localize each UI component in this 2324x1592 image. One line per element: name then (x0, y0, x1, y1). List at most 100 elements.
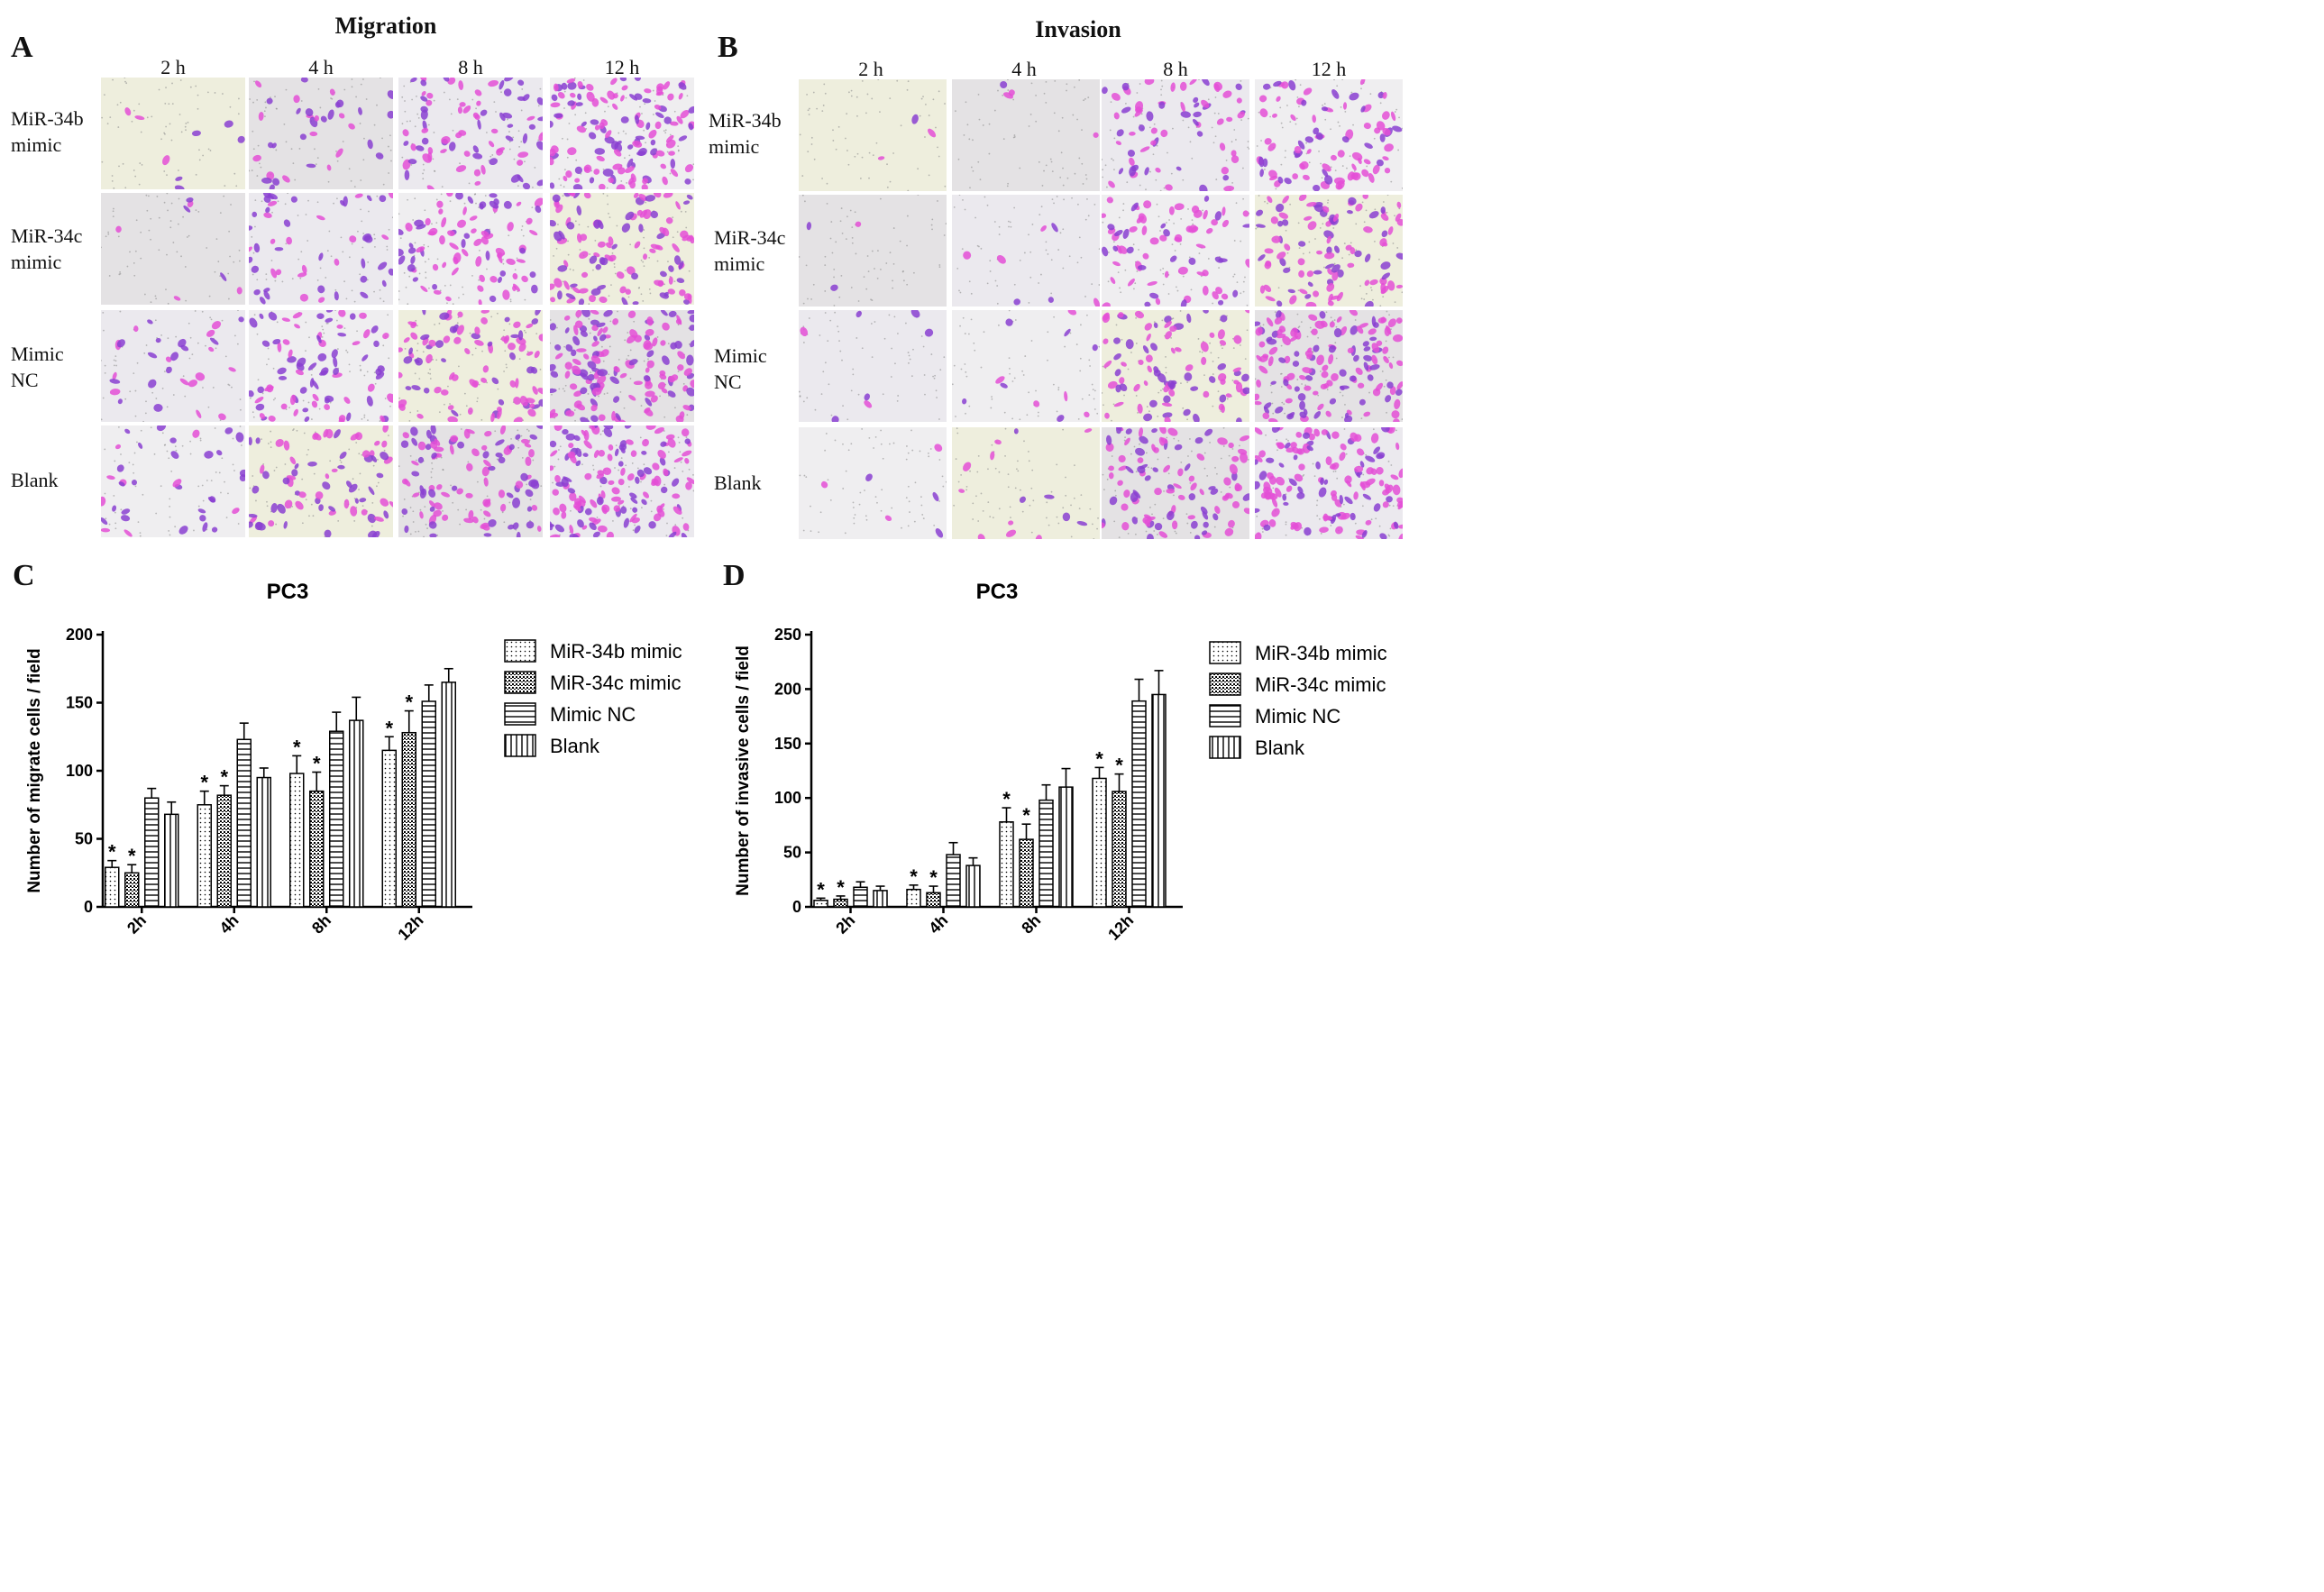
invasion-row-label-mir34c: MiR-34c mimic (714, 226, 786, 275)
invasion-micrograph-r4-c4 (1255, 427, 1403, 539)
invasion-bar-vlines-8h (1058, 786, 1074, 908)
migration-bar-hlines-12h (421, 700, 436, 908)
invasion-micrograph-r3-c1 (799, 310, 947, 422)
migration-legend-item: MiR-34b mimic (504, 639, 682, 663)
migration-micrograph-r2-c1 (101, 193, 245, 305)
migration-micrograph-r4-c2 (249, 425, 393, 537)
migration-significance-star: * (220, 766, 228, 789)
migration-legend-item: Blank (504, 734, 600, 757)
migration-error-bar (167, 801, 177, 815)
invasion-legend-item: MiR-34c mimic (1209, 672, 1386, 696)
migration-micrograph-r3-c1 (101, 310, 245, 422)
invasion-y-axis-label: Number of invasive cells / field (734, 645, 753, 896)
migration-error-bar (127, 864, 137, 874)
migration-col-4h: 4 h (308, 56, 334, 78)
migration-micrograph-r1-c4 (550, 78, 694, 189)
migration-error-bar (292, 755, 302, 774)
migration-row-label-mir34b: MiR-34b mimic (11, 107, 84, 156)
migration-bar-dense-8h (309, 790, 325, 908)
invasion-title: Invasion (1035, 16, 1121, 42)
invasion-x-tick-label: 4h (925, 911, 951, 938)
invasion-error-bar (1134, 678, 1144, 701)
migration-micrograph-r2-c4 (550, 193, 694, 305)
invasion-micrograph-r3-c2 (952, 310, 1100, 422)
invasion-row-label-mimic-nc: Mimic NC (714, 344, 767, 393)
migration-x-tick-label: 12h (394, 911, 426, 944)
invasion-micrograph-r3-c4 (1255, 310, 1403, 422)
migration-micrograph-r4-c3 (398, 425, 543, 537)
migration-micrograph-r4-c1 (101, 425, 245, 537)
migration-micrograph-r3-c4 (550, 310, 694, 422)
invasion-error-bar (875, 885, 885, 891)
invasion-axes (810, 631, 1183, 909)
migration-bar-dense-4h (216, 794, 232, 908)
migration-bar-dots-4h (197, 804, 212, 908)
migration-row-label-mir34c: MiR-34c mimic (11, 224, 83, 273)
invasion-bar-vlines-12h (1151, 693, 1167, 908)
invasion-micrograph-r2-c1 (799, 195, 947, 307)
invasion-col-12h: 12 h (1311, 58, 1347, 80)
invasion-micrograph-r1-c1 (799, 79, 947, 191)
invasion-error-bar (816, 897, 826, 901)
invasion-row-label-blank: Blank (714, 471, 762, 494)
invasion-micrograph-r1-c2 (952, 79, 1100, 191)
invasion-significance-star: * (837, 876, 845, 899)
migration-error-bar (384, 736, 394, 751)
migration-legend-label: Blank (550, 735, 600, 757)
invasion-significance-star: * (910, 865, 918, 888)
invasion-bar-vlines-4h (965, 865, 981, 908)
invasion-y-tick-label: 150 (774, 735, 801, 753)
migration-significance-star: * (293, 736, 301, 758)
migration-micrograph-r1-c3 (398, 78, 543, 189)
migration-bar-dense-2h (124, 872, 140, 908)
migration-legend-label: MiR-34b mimic (550, 640, 682, 663)
invasion-bar-dots-2h (813, 900, 828, 908)
migration-title: Migration (334, 13, 437, 39)
invasion-legend-item: MiR-34b mimic (1209, 641, 1387, 664)
migration-micrograph-r2-c2 (249, 193, 393, 305)
migration-legend-item: Mimic NC (504, 702, 636, 726)
panel-letter-a: A (11, 31, 33, 64)
invasion-micrograph-r4-c2 (952, 427, 1100, 539)
invasion-chart-title: PC3 (976, 580, 1019, 604)
invasion-significance-star: * (1002, 788, 1011, 810)
migration-col-12h: 12 h (604, 56, 640, 78)
invasion-micrograph-r2-c4 (1255, 195, 1403, 307)
migration-bar-hlines-4h (236, 738, 252, 908)
migration-row-label-blank: Blank (11, 469, 59, 491)
migration-x-tick-label: 2h (124, 911, 150, 938)
invasion-bar-hlines-4h (946, 854, 961, 908)
invasion-bar-chart: PC3 Number of invasive cells / field 0 50 10… (734, 580, 1387, 944)
migration-legend-swatch (504, 639, 536, 663)
invasion-error-bar (1094, 766, 1104, 779)
migration-y-tick-label: 200 (66, 626, 93, 644)
migration-error-bar (239, 722, 249, 740)
invasion-bar-dense-2h (833, 898, 848, 908)
migration-error-bar (147, 787, 157, 799)
invasion-y-tick-label: 200 (774, 680, 801, 698)
migration-error-bar (332, 711, 342, 732)
invasion-bar-hlines-8h (1038, 799, 1054, 908)
invasion-micrograph-r4-c3 (1102, 427, 1249, 539)
invasion-micrograph-r2-c2 (952, 195, 1100, 307)
migration-error-bar (424, 684, 434, 701)
panel-letter-b: B (718, 31, 738, 64)
invasion-significance-star: * (929, 866, 938, 889)
migration-bar-vlines-4h (256, 776, 271, 908)
migration-error-bar (199, 790, 209, 805)
migration-row-label-mimic-nc: Mimic NC (11, 343, 64, 391)
migration-error-bar (444, 667, 453, 682)
invasion-legend-label: MiR-34c mimic (1255, 673, 1386, 696)
migration-y-tick-label: 0 (84, 898, 93, 916)
migration-significance-star: * (108, 841, 116, 864)
migration-bar-dots-2h (105, 866, 120, 908)
migration-bar-vlines-12h (441, 682, 456, 908)
migration-significance-star: * (200, 772, 208, 794)
invasion-error-bar (948, 841, 958, 855)
migration-error-bar (219, 784, 229, 796)
invasion-significance-star: * (1095, 747, 1103, 770)
migration-significance-star: * (313, 753, 321, 775)
migration-y-tick-label: 150 (66, 694, 93, 712)
migration-y-axis-label: Number of migrate cells / field (25, 648, 44, 892)
migration-micrograph-r4-c4 (550, 425, 694, 537)
